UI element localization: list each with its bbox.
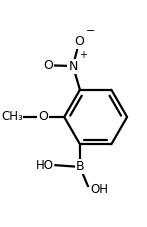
Text: O: O (43, 59, 53, 72)
Text: CH₃: CH₃ (1, 111, 23, 123)
Text: OH: OH (90, 183, 108, 196)
Text: N: N (68, 59, 78, 72)
Text: O: O (74, 35, 84, 48)
Text: +: + (79, 50, 87, 60)
Text: B: B (76, 160, 84, 173)
Text: HO: HO (36, 159, 54, 172)
Text: O: O (38, 111, 48, 123)
Text: −: − (86, 26, 95, 36)
